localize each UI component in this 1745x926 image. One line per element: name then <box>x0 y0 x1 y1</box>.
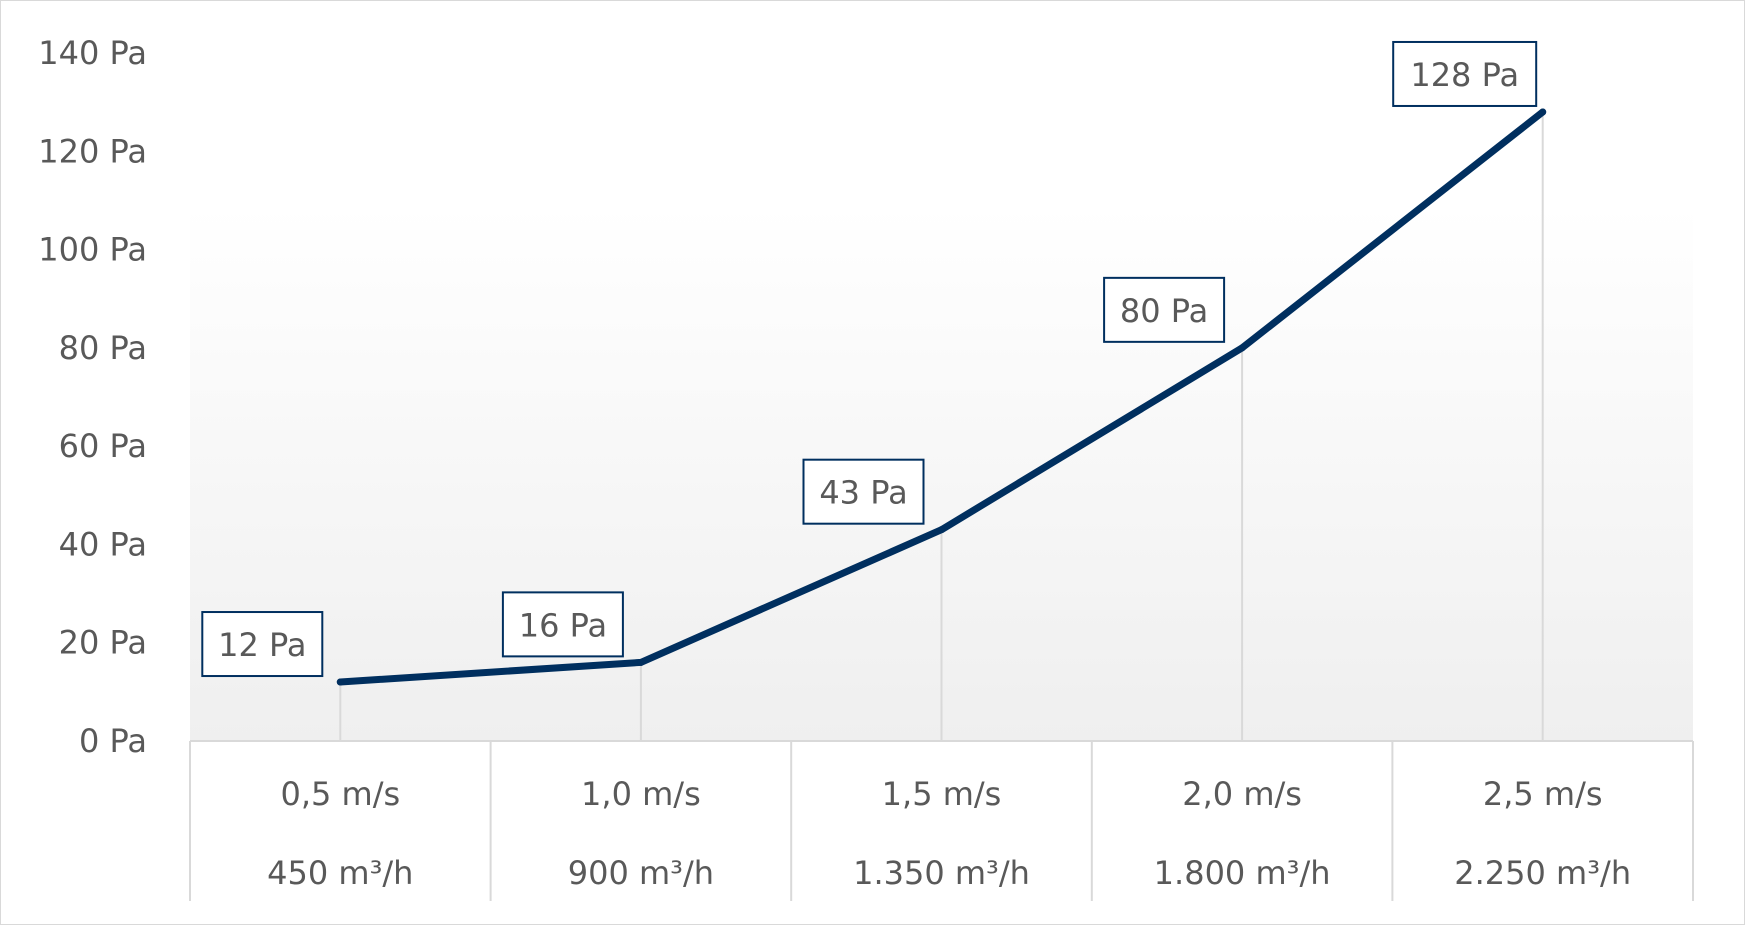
y-tick-label: 140 Pa <box>38 34 147 72</box>
data-label-text: 12 Pa <box>218 626 306 664</box>
y-tick-label: 60 Pa <box>59 427 147 465</box>
data-label: 16 Pa <box>501 591 624 658</box>
x-category-flow-label: 1.350 m³/h <box>853 854 1030 892</box>
data-point <box>336 678 344 686</box>
data-point <box>637 658 645 666</box>
x-category-flow-label: 450 m³/h <box>267 854 413 892</box>
data-label: 80 Pa <box>1103 276 1226 343</box>
data-label-text: 128 Pa <box>1410 56 1519 94</box>
x-category-speed-label: 2,5 m/s <box>1483 775 1603 813</box>
data-label: 43 Pa <box>802 458 925 525</box>
data-label: 12 Pa <box>201 611 324 678</box>
series-line-group <box>336 108 1547 686</box>
data-label-text: 16 Pa <box>519 606 607 644</box>
x-category-speed-label: 2,0 m/s <box>1182 775 1302 813</box>
data-label-text: 80 Pa <box>1120 292 1208 330</box>
drop-lines <box>339 111 1544 741</box>
data-label-text: 43 Pa <box>819 474 907 512</box>
x-category-speed-label: 1,5 m/s <box>882 775 1002 813</box>
data-label-box <box>1392 40 1538 107</box>
y-tick-label: 100 Pa <box>38 231 147 269</box>
data-point <box>1238 344 1246 352</box>
y-axis: 0 Pa 20 Pa 40 Pa 60 Pa 80 Pa 100 Pa 120 Pa 140 … <box>38 34 147 760</box>
data-labels: 12 Pa 16 Pa 43 Pa 80 Pa 128 Pa <box>201 40 1538 678</box>
x-category-flow-label: 900 m³/h <box>568 854 714 892</box>
data-label-box <box>501 591 624 658</box>
data-label-box <box>802 458 925 525</box>
data-label-box <box>1103 276 1226 343</box>
y-tick-label: 80 Pa <box>59 329 147 367</box>
y-tick-label: 120 Pa <box>38 132 147 170</box>
data-label-box <box>201 611 324 678</box>
x-category-speed-label: 0,5 m/s <box>280 775 400 813</box>
x-category-flow-label: 1.800 m³/h <box>1154 854 1331 892</box>
data-point <box>938 526 945 534</box>
x-category-flow-label: 2.250 m³/h <box>1454 854 1631 892</box>
x-category-speed-label: 1,0 m/s <box>581 775 701 813</box>
data-label: 128 Pa <box>1392 40 1538 107</box>
y-tick-label: 0 Pa <box>79 722 147 760</box>
y-tick-label: 20 Pa <box>59 624 147 662</box>
y-tick-label: 40 Pa <box>59 525 147 563</box>
x-axis: 0,5 m/s 450 m³/h 1,0 m/s 900 m³/h 1,5 m/s 1.3… <box>189 740 1694 901</box>
data-point <box>1539 108 1547 116</box>
